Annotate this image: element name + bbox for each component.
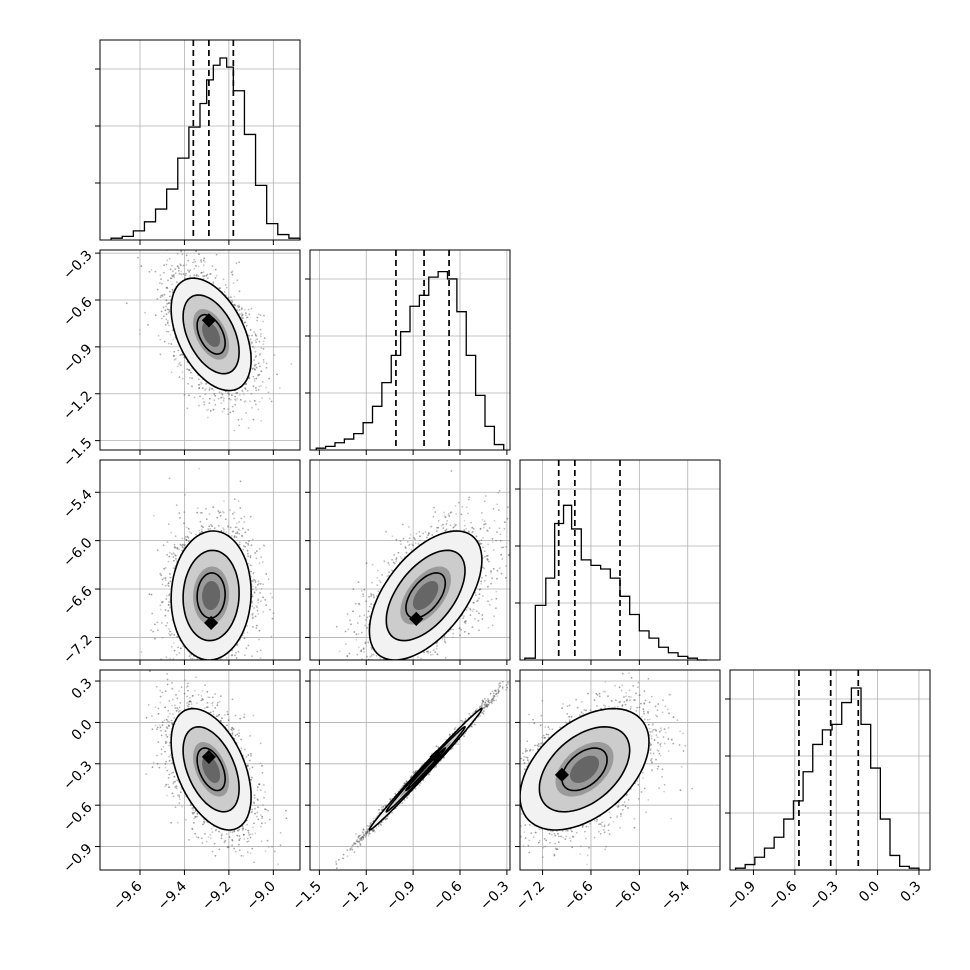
x-tick-label: −1.5 [290, 878, 325, 913]
y-tick-label: −5.4 [60, 487, 95, 522]
panel-ticks [305, 278, 508, 455]
panel-ticks [305, 680, 508, 875]
histogram-steps-1 [315, 270, 505, 450]
density-contour-0 [368, 707, 483, 831]
panel-frame [519, 669, 721, 871]
x-tick-label: −0.6 [430, 878, 465, 913]
panel-ticks [305, 491, 508, 665]
density-contour-0 [170, 277, 252, 392]
y-tick-label: −7.2 [60, 632, 95, 667]
y-tick-label: −6.6 [60, 583, 95, 618]
panel-grid [310, 670, 510, 870]
hist-panel-3 [725, 669, 931, 875]
panel-frame [99, 669, 301, 871]
panel-ticks [95, 491, 274, 665]
x-tick-label: −6.6 [561, 878, 596, 913]
panel-ticks [515, 488, 689, 665]
panel-ticks [515, 680, 689, 875]
panel-ticks [95, 252, 274, 455]
scatter-panel-3-1 [305, 669, 511, 875]
density-contour-2 [405, 572, 447, 619]
y-tick-label: 0.0 [69, 717, 96, 744]
x-tick-label: 0.0 [856, 878, 883, 905]
panel-ticks [95, 680, 274, 875]
density-contour-0 [170, 707, 252, 831]
density-peak [554, 767, 570, 782]
y-tick-label: −6.0 [60, 535, 95, 570]
density-contour-2 [196, 572, 226, 619]
density-contour-1 [385, 549, 466, 642]
x-tick-label: −6.0 [610, 878, 645, 913]
scatter-panel-3-2 [515, 669, 721, 875]
panel-frame [519, 459, 721, 661]
density-contour-1 [385, 725, 466, 813]
x-tick-label: −9.4 [155, 878, 190, 913]
density-fill [202, 321, 221, 347]
y-tick-label: −0.9 [60, 341, 95, 376]
panel-frame [99, 39, 301, 241]
density-contour-2 [196, 747, 226, 792]
y-tick-label: −1.2 [60, 388, 95, 423]
density-contour-1 [182, 549, 240, 642]
x-tick-label: −9.0 [244, 878, 279, 913]
y-tick-label: −0.3 [60, 247, 95, 282]
density-contour-1 [182, 725, 240, 813]
panel-frame [729, 669, 931, 871]
density-fill [202, 755, 221, 783]
scatter-panel-2-1 [305, 459, 511, 665]
density-peak [429, 749, 444, 764]
y-tick-label: −0.6 [60, 294, 95, 329]
density-contour-2 [196, 313, 226, 355]
x-tick-label: −0.3 [807, 878, 842, 913]
density-peak [201, 313, 216, 328]
scatter-panel-1-0 [95, 249, 301, 455]
y-tick-label: −0.9 [60, 841, 95, 876]
x-tick-label: −9.6 [110, 878, 145, 913]
x-tick-label: −0.6 [765, 878, 800, 913]
density-contour-0 [170, 530, 252, 660]
density-fill [570, 755, 599, 783]
density-peak [204, 615, 219, 630]
panel-grid [100, 40, 300, 240]
x-tick-label: 0.3 [898, 878, 925, 905]
density-fill [413, 581, 439, 610]
x-tick-label: −1.2 [337, 878, 372, 913]
x-tick-label: −9.2 [199, 878, 234, 913]
panel-frame [309, 669, 511, 871]
scatter-panel-3-0 [95, 669, 301, 875]
scatter-panel-2-0 [95, 459, 301, 665]
panel-frame [99, 249, 301, 451]
y-tick-label: −0.3 [60, 758, 95, 793]
hist-panel-0 [95, 39, 301, 245]
hist-panel-1 [305, 249, 511, 455]
x-tick-label: −7.2 [513, 878, 548, 913]
panel-ticks [725, 698, 920, 875]
panel-grid [310, 250, 510, 450]
panel-frame [309, 249, 511, 451]
x-tick-label: −0.9 [724, 878, 759, 913]
density-peak [201, 749, 216, 764]
x-tick-label: −0.9 [383, 878, 418, 913]
histogram-steps-3 [734, 687, 920, 870]
panel-grid [730, 670, 930, 870]
panel-ticks [95, 68, 274, 245]
y-tick-label: 0.3 [69, 675, 96, 702]
y-tick-label: −0.6 [60, 799, 95, 834]
hist-panel-2 [515, 459, 721, 665]
density-fill [202, 581, 221, 610]
density-contour-0 [368, 530, 483, 660]
panel-frame [309, 459, 511, 661]
density-contour-0 [520, 707, 650, 831]
density-contour-1 [182, 294, 240, 375]
histogram-steps-2 [524, 504, 708, 661]
y-tick-label: −1.5 [60, 435, 95, 470]
histogram-steps-0 [110, 57, 301, 240]
density-fill [413, 755, 439, 783]
panel-frame [99, 459, 301, 661]
x-tick-label: −0.3 [477, 878, 512, 913]
density-contour-1 [538, 725, 631, 813]
x-tick-label: −5.4 [658, 878, 693, 913]
density-peak [409, 611, 424, 626]
